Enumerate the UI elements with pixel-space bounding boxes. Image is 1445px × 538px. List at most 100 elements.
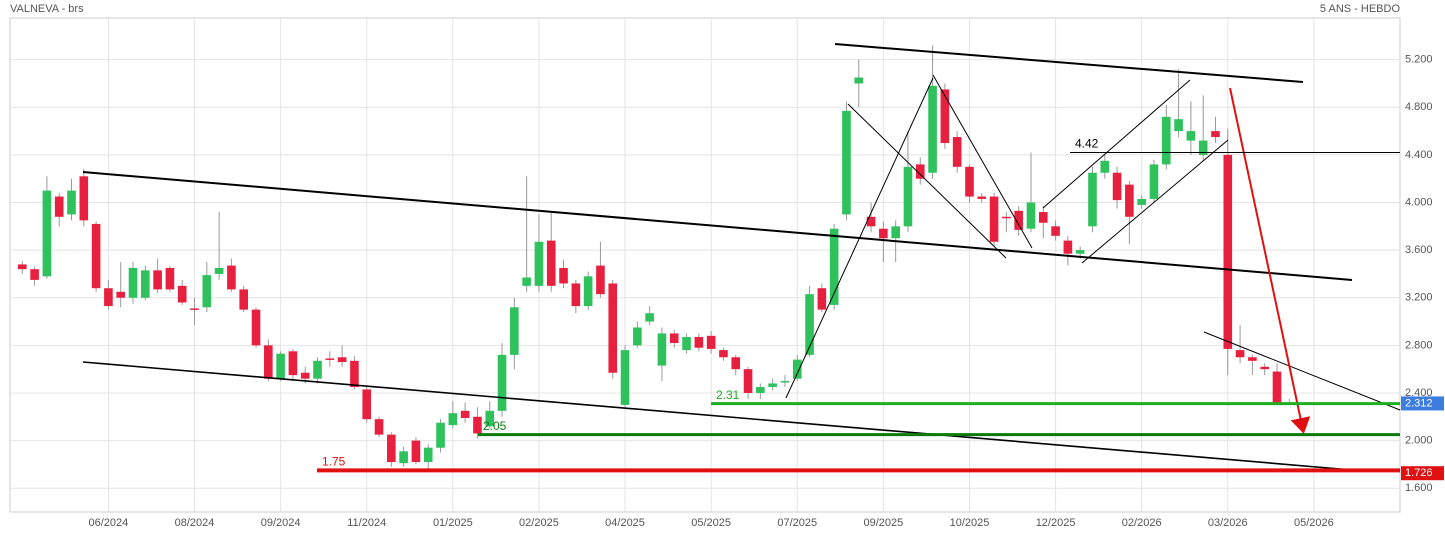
candle-body: [1198, 140, 1208, 155]
y-tick-label: 2.000: [1405, 434, 1433, 446]
trend-line: [1042, 79, 1191, 209]
candle-body: [1088, 172, 1097, 227]
candle-body: [1248, 357, 1257, 361]
candle-body: [903, 166, 913, 227]
candle-body: [350, 360, 359, 388]
candle-body: [596, 265, 605, 295]
candle-body: [227, 265, 236, 290]
candle-body: [534, 241, 544, 286]
candle-body: [374, 419, 384, 435]
candle-body: [583, 276, 593, 307]
candle-body: [792, 359, 802, 379]
candle-body: [915, 164, 925, 179]
trend-line: [785, 77, 934, 399]
candle-body: [411, 440, 421, 463]
candle-body: [1125, 184, 1134, 217]
candle-body: [30, 269, 39, 280]
candle-body: [202, 275, 212, 308]
candle-body: [1161, 116, 1171, 165]
trend-line: [82, 171, 1353, 281]
level-label: 1.75: [322, 455, 346, 469]
arrow: [1229, 87, 1311, 434]
candle-body: [682, 337, 691, 351]
candle-body: [780, 381, 790, 383]
price-tag: [1401, 396, 1444, 411]
candle-body: [54, 196, 64, 217]
candle-body: [190, 308, 199, 310]
x-tick-label: 06/2024: [89, 517, 129, 529]
candle-body: [67, 190, 76, 215]
candle-body: [473, 416, 482, 434]
candle-body: [891, 226, 900, 239]
candle-body: [1014, 210, 1023, 230]
candle-body: [768, 383, 777, 388]
trend-line: [834, 43, 1304, 83]
candle-body: [620, 350, 630, 405]
candle-body: [1100, 160, 1110, 173]
candle-body: [1137, 198, 1146, 205]
candle-body: [546, 240, 556, 286]
candle-body: [866, 216, 876, 227]
candle-body: [79, 176, 89, 221]
candle-body: [559, 267, 568, 284]
trend-line: [82, 361, 1353, 471]
annotations: 2.31 2.05 1.75 4.42 2.312 1.726: [317, 137, 1444, 481]
candle-body: [1174, 119, 1183, 132]
candle-body: [842, 110, 851, 215]
candle-body: [608, 283, 618, 373]
candle-body: [1063, 240, 1073, 254]
candle-body: [817, 288, 827, 310]
x-tick-label: 05/2025: [691, 517, 731, 529]
candle-body: [153, 270, 162, 290]
candle-body: [177, 285, 187, 303]
candle-body: [731, 357, 741, 370]
candle-body: [977, 196, 987, 199]
trend-line: [847, 103, 1007, 259]
candles: [17, 45, 1294, 471]
candle-body: [1051, 226, 1060, 236]
candle-body: [510, 307, 519, 355]
level-label: 2.31: [716, 388, 740, 402]
candle-body: [313, 360, 322, 379]
candle-body: [571, 283, 581, 307]
candle-body: [91, 223, 101, 289]
level-label: 2.05: [483, 419, 507, 433]
trend-line: [1081, 139, 1229, 264]
candle-body: [719, 350, 728, 358]
y-tick-label: 4.800: [1405, 101, 1433, 113]
x-tick-label: 07/2025: [777, 517, 817, 529]
candle-body: [399, 451, 408, 464]
candle-body: [633, 327, 642, 346]
level-label: 4.42: [1075, 137, 1099, 151]
candle-body: [645, 313, 654, 322]
candle-body: [337, 357, 347, 363]
x-tick-label: 09/2025: [863, 517, 903, 529]
candle-body: [940, 89, 950, 143]
candle-body: [1272, 371, 1282, 403]
trend-line: [932, 74, 1033, 249]
candle-body: [497, 354, 507, 411]
x-tick-label: 12/2025: [1036, 517, 1076, 529]
x-tick-label: 08/2024: [175, 517, 215, 529]
candle-body: [829, 228, 839, 305]
candle-body: [436, 422, 445, 448]
candle-body: [1223, 154, 1233, 349]
candle-body: [1002, 216, 1011, 219]
candle-body: [743, 369, 753, 393]
price-tag: [1401, 466, 1444, 481]
candle-body: [128, 267, 138, 298]
y-tick-label: 4.000: [1405, 196, 1433, 208]
candle-body: [989, 196, 999, 242]
x-tick-label: 05/2026: [1294, 517, 1334, 529]
candle-body: [423, 447, 433, 463]
candle-body: [276, 353, 285, 379]
candle-body: [522, 277, 531, 286]
candle-body: [1235, 350, 1245, 358]
plot-frame: [9, 17, 1401, 513]
candle-body: [165, 267, 175, 290]
candle-body: [300, 372, 310, 379]
candle-body: [805, 294, 814, 355]
candle-body: [141, 270, 150, 298]
candle-body: [116, 291, 126, 298]
